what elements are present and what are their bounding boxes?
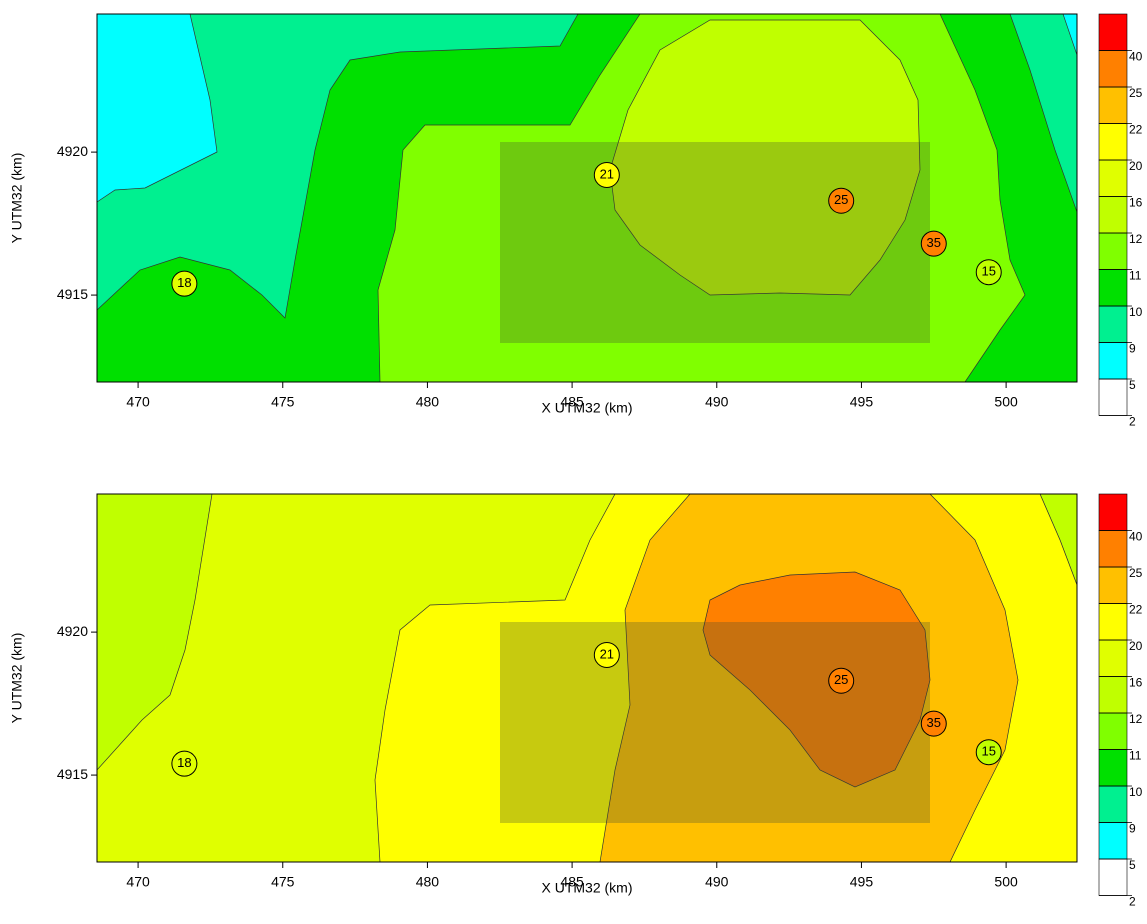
colorbar-box	[1099, 604, 1127, 641]
colorbar-label: 16	[1129, 676, 1143, 690]
colorbar-label: 11	[1129, 749, 1142, 763]
y-tick-label: 4915	[57, 286, 88, 302]
colorbar-box	[1099, 343, 1127, 380]
colorbar-box	[1099, 786, 1127, 823]
colorbar-label: 11	[1129, 269, 1142, 283]
x-tick-label: 495	[850, 394, 874, 410]
x-axis-label: X UTM32 (km)	[542, 400, 633, 416]
station-label: 25	[834, 192, 848, 207]
y-tick-label: 4920	[57, 623, 88, 639]
x-tick-label: 475	[271, 874, 295, 890]
x-tick-label: 490	[705, 394, 729, 410]
y-axis-label: Y UTM32 (km)	[9, 633, 25, 724]
station-label: 18	[177, 755, 191, 770]
station-label: 25	[834, 672, 848, 687]
station-label: 15	[982, 264, 996, 279]
x-tick-label: 470	[126, 874, 150, 890]
station-label: 35	[927, 715, 941, 730]
colorbar-box	[1099, 640, 1127, 677]
satellite-overlay	[500, 622, 930, 823]
station-label: 15	[982, 744, 996, 759]
colorbar-label: 10	[1129, 305, 1143, 319]
x-tick-label: 490	[705, 874, 729, 890]
x-axis-label: X UTM32 (km)	[542, 880, 633, 896]
colorbar-label: 12	[1129, 712, 1143, 726]
colorbar-label: 16	[1129, 196, 1143, 210]
colorbar-label: 20	[1129, 639, 1143, 653]
x-tick-label: 500	[994, 394, 1018, 410]
y-tick-label: 4915	[57, 766, 88, 782]
colorbar-box	[1099, 823, 1127, 860]
colorbar-label: 5	[1129, 858, 1136, 872]
colorbar-box	[1099, 379, 1127, 416]
colorbar-box	[1099, 306, 1127, 343]
colorbar-label: 2	[1129, 895, 1136, 909]
colorbar-box	[1099, 531, 1127, 568]
station-label: 18	[177, 275, 191, 290]
colorbar-label: 2	[1129, 415, 1136, 429]
colorbar-label: 25	[1129, 86, 1143, 100]
station-label: 21	[600, 646, 614, 661]
colorbar-box	[1099, 859, 1127, 896]
y-axis-label: Y UTM32 (km)	[9, 153, 25, 244]
colorbar-box	[1099, 160, 1127, 197]
colorbar-label: 9	[1129, 822, 1136, 836]
figure: 47047548048549049550049154920X UTM32 (km…	[0, 0, 1147, 924]
colorbar-label: 5	[1129, 378, 1136, 392]
colorbar-box	[1099, 750, 1127, 787]
x-tick-label: 480	[416, 874, 440, 890]
colorbar-label: 25	[1129, 566, 1143, 580]
colorbar-box	[1099, 713, 1127, 750]
colorbar-box	[1099, 567, 1127, 604]
colorbar-label: 22	[1129, 123, 1143, 137]
colorbar-label: 40	[1129, 530, 1143, 544]
colorbar-box	[1099, 14, 1127, 51]
colorbar-label: 40	[1129, 50, 1143, 64]
station-label: 35	[927, 235, 941, 250]
colorbar-label: 22	[1129, 603, 1143, 617]
colorbar-box	[1099, 270, 1127, 307]
colorbar-label: 9	[1129, 342, 1136, 356]
colorbar-box	[1099, 124, 1127, 161]
colorbar-label: 10	[1129, 785, 1143, 799]
colorbar-box	[1099, 233, 1127, 270]
colorbar-box	[1099, 494, 1127, 531]
y-tick-label: 4920	[57, 143, 88, 159]
satellite-overlay	[500, 142, 930, 343]
station-label: 21	[600, 166, 614, 181]
colorbar-box	[1099, 87, 1127, 124]
colorbar-label: 12	[1129, 232, 1143, 246]
x-tick-label: 500	[994, 874, 1018, 890]
colorbar-box	[1099, 51, 1127, 88]
colorbar-box	[1099, 197, 1127, 234]
colorbar-label: 20	[1129, 159, 1143, 173]
x-tick-label: 470	[126, 394, 150, 410]
x-tick-label: 495	[850, 874, 874, 890]
x-tick-label: 475	[271, 394, 295, 410]
x-tick-label: 480	[416, 394, 440, 410]
colorbar-box	[1099, 677, 1127, 714]
